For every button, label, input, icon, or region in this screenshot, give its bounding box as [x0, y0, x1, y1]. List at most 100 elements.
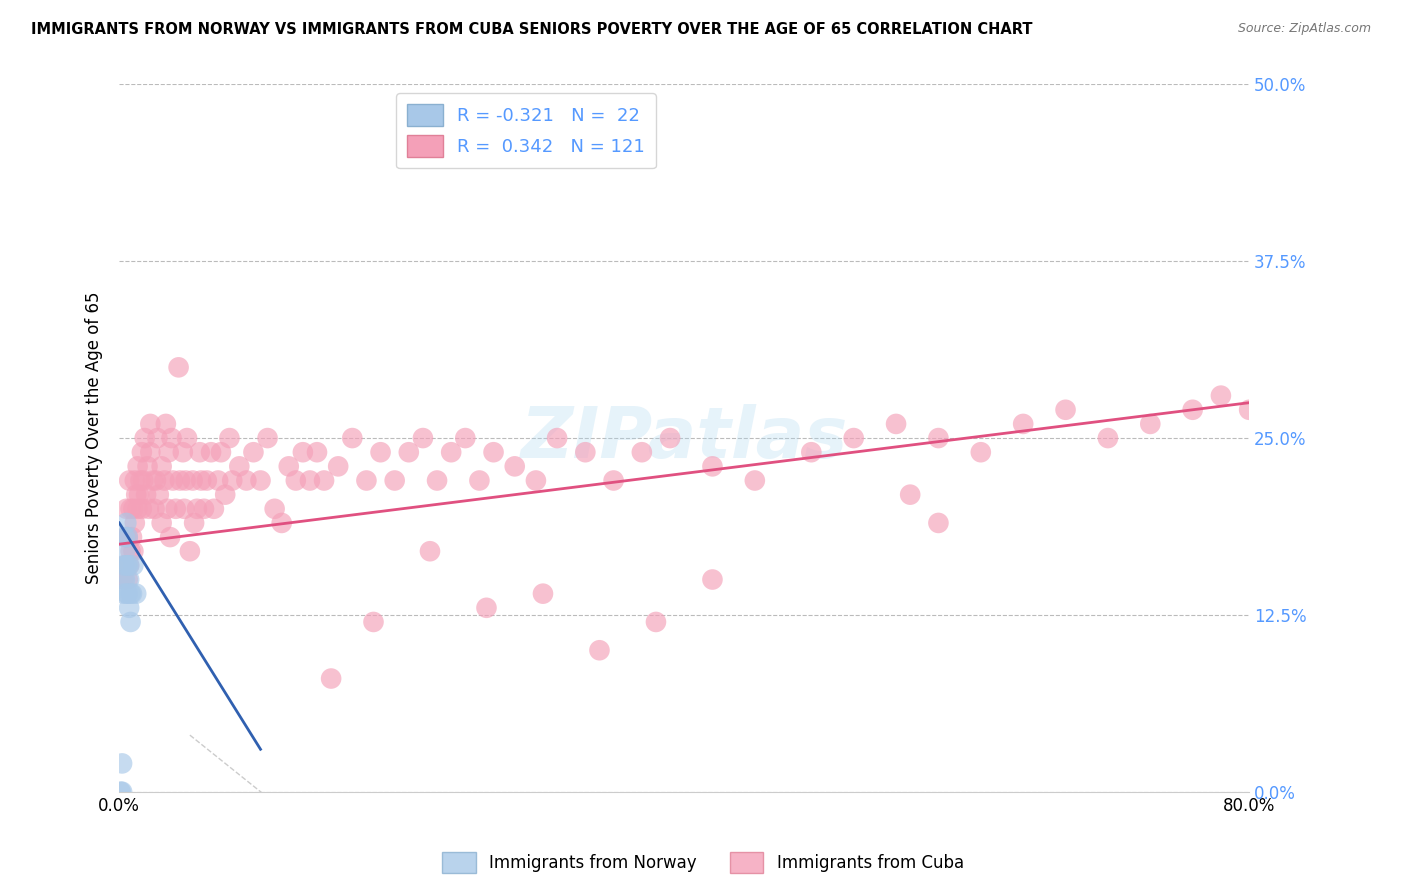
- Point: [1139, 417, 1161, 431]
- Point: [117, 558, 139, 573]
- Point: [124, 474, 146, 488]
- Point: [165, 501, 187, 516]
- Point: [114, 573, 136, 587]
- Point: [124, 516, 146, 530]
- Point: [125, 587, 148, 601]
- Point: [214, 488, 236, 502]
- Point: [1209, 389, 1232, 403]
- Point: [118, 474, 141, 488]
- Point: [114, 530, 136, 544]
- Point: [209, 445, 232, 459]
- Point: [426, 474, 449, 488]
- Point: [131, 501, 153, 516]
- Point: [148, 488, 170, 502]
- Point: [249, 474, 271, 488]
- Point: [120, 615, 142, 629]
- Point: [927, 431, 949, 445]
- Point: [118, 573, 141, 587]
- Point: [146, 431, 169, 445]
- Point: [970, 445, 993, 459]
- Point: [136, 459, 159, 474]
- Point: [112, 587, 135, 601]
- Point: [112, 558, 135, 573]
- Point: [114, 544, 136, 558]
- Point: [115, 530, 138, 544]
- Point: [1012, 417, 1035, 431]
- Point: [117, 573, 139, 587]
- Point: [115, 558, 138, 573]
- Point: [129, 474, 152, 488]
- Point: [277, 459, 299, 474]
- Point: [440, 445, 463, 459]
- Point: [291, 445, 314, 459]
- Point: [115, 501, 138, 516]
- Point: [370, 445, 392, 459]
- Point: [127, 459, 149, 474]
- Point: [1054, 402, 1077, 417]
- Point: [398, 445, 420, 459]
- Point: [202, 501, 225, 516]
- Point: [114, 558, 136, 573]
- Point: [193, 501, 215, 516]
- Point: [235, 474, 257, 488]
- Point: [127, 501, 149, 516]
- Point: [132, 474, 155, 488]
- Point: [156, 501, 179, 516]
- Point: [118, 600, 141, 615]
- Point: [312, 474, 335, 488]
- Point: [120, 501, 142, 516]
- Point: [150, 516, 173, 530]
- Point: [270, 516, 292, 530]
- Point: [142, 474, 165, 488]
- Point: [321, 672, 343, 686]
- Point: [207, 474, 229, 488]
- Point: [1181, 402, 1204, 417]
- Point: [115, 587, 138, 601]
- Point: [117, 587, 139, 601]
- Point: [188, 445, 211, 459]
- Point: [342, 431, 364, 445]
- Point: [121, 530, 143, 544]
- Legend: R = -0.321   N =  22, R =  0.342   N = 121: R = -0.321 N = 22, R = 0.342 N = 121: [396, 94, 657, 169]
- Point: [110, 785, 132, 799]
- Point: [468, 474, 491, 488]
- Point: [574, 445, 596, 459]
- Point: [298, 474, 321, 488]
- Text: Source: ZipAtlas.com: Source: ZipAtlas.com: [1237, 22, 1371, 36]
- Point: [482, 445, 505, 459]
- Point: [384, 474, 406, 488]
- Point: [139, 417, 162, 431]
- Point: [524, 474, 547, 488]
- Point: [122, 501, 145, 516]
- Point: [150, 459, 173, 474]
- Point: [143, 501, 166, 516]
- Point: [120, 587, 142, 601]
- Point: [118, 558, 141, 573]
- Point: [153, 474, 176, 488]
- Point: [183, 516, 205, 530]
- Point: [328, 459, 350, 474]
- Point: [1097, 431, 1119, 445]
- Point: [546, 431, 568, 445]
- Point: [1237, 402, 1260, 417]
- Point: [138, 501, 160, 516]
- Point: [842, 431, 865, 445]
- Point: [173, 501, 195, 516]
- Point: [169, 474, 191, 488]
- Point: [155, 417, 177, 431]
- Point: [702, 573, 724, 587]
- Point: [115, 516, 138, 530]
- Point: [221, 474, 243, 488]
- Point: [174, 474, 197, 488]
- Legend: Immigrants from Norway, Immigrants from Cuba: Immigrants from Norway, Immigrants from …: [436, 846, 970, 880]
- Text: IMMIGRANTS FROM NORWAY VS IMMIGRANTS FROM CUBA SENIORS POVERTY OVER THE AGE OF 6: IMMIGRANTS FROM NORWAY VS IMMIGRANTS FRO…: [31, 22, 1032, 37]
- Point: [228, 459, 250, 474]
- Point: [242, 445, 264, 459]
- Point: [157, 445, 180, 459]
- Point: [256, 431, 278, 445]
- Point: [162, 474, 184, 488]
- Point: [884, 417, 907, 431]
- Point: [117, 530, 139, 544]
- Point: [419, 544, 441, 558]
- Point: [454, 431, 477, 445]
